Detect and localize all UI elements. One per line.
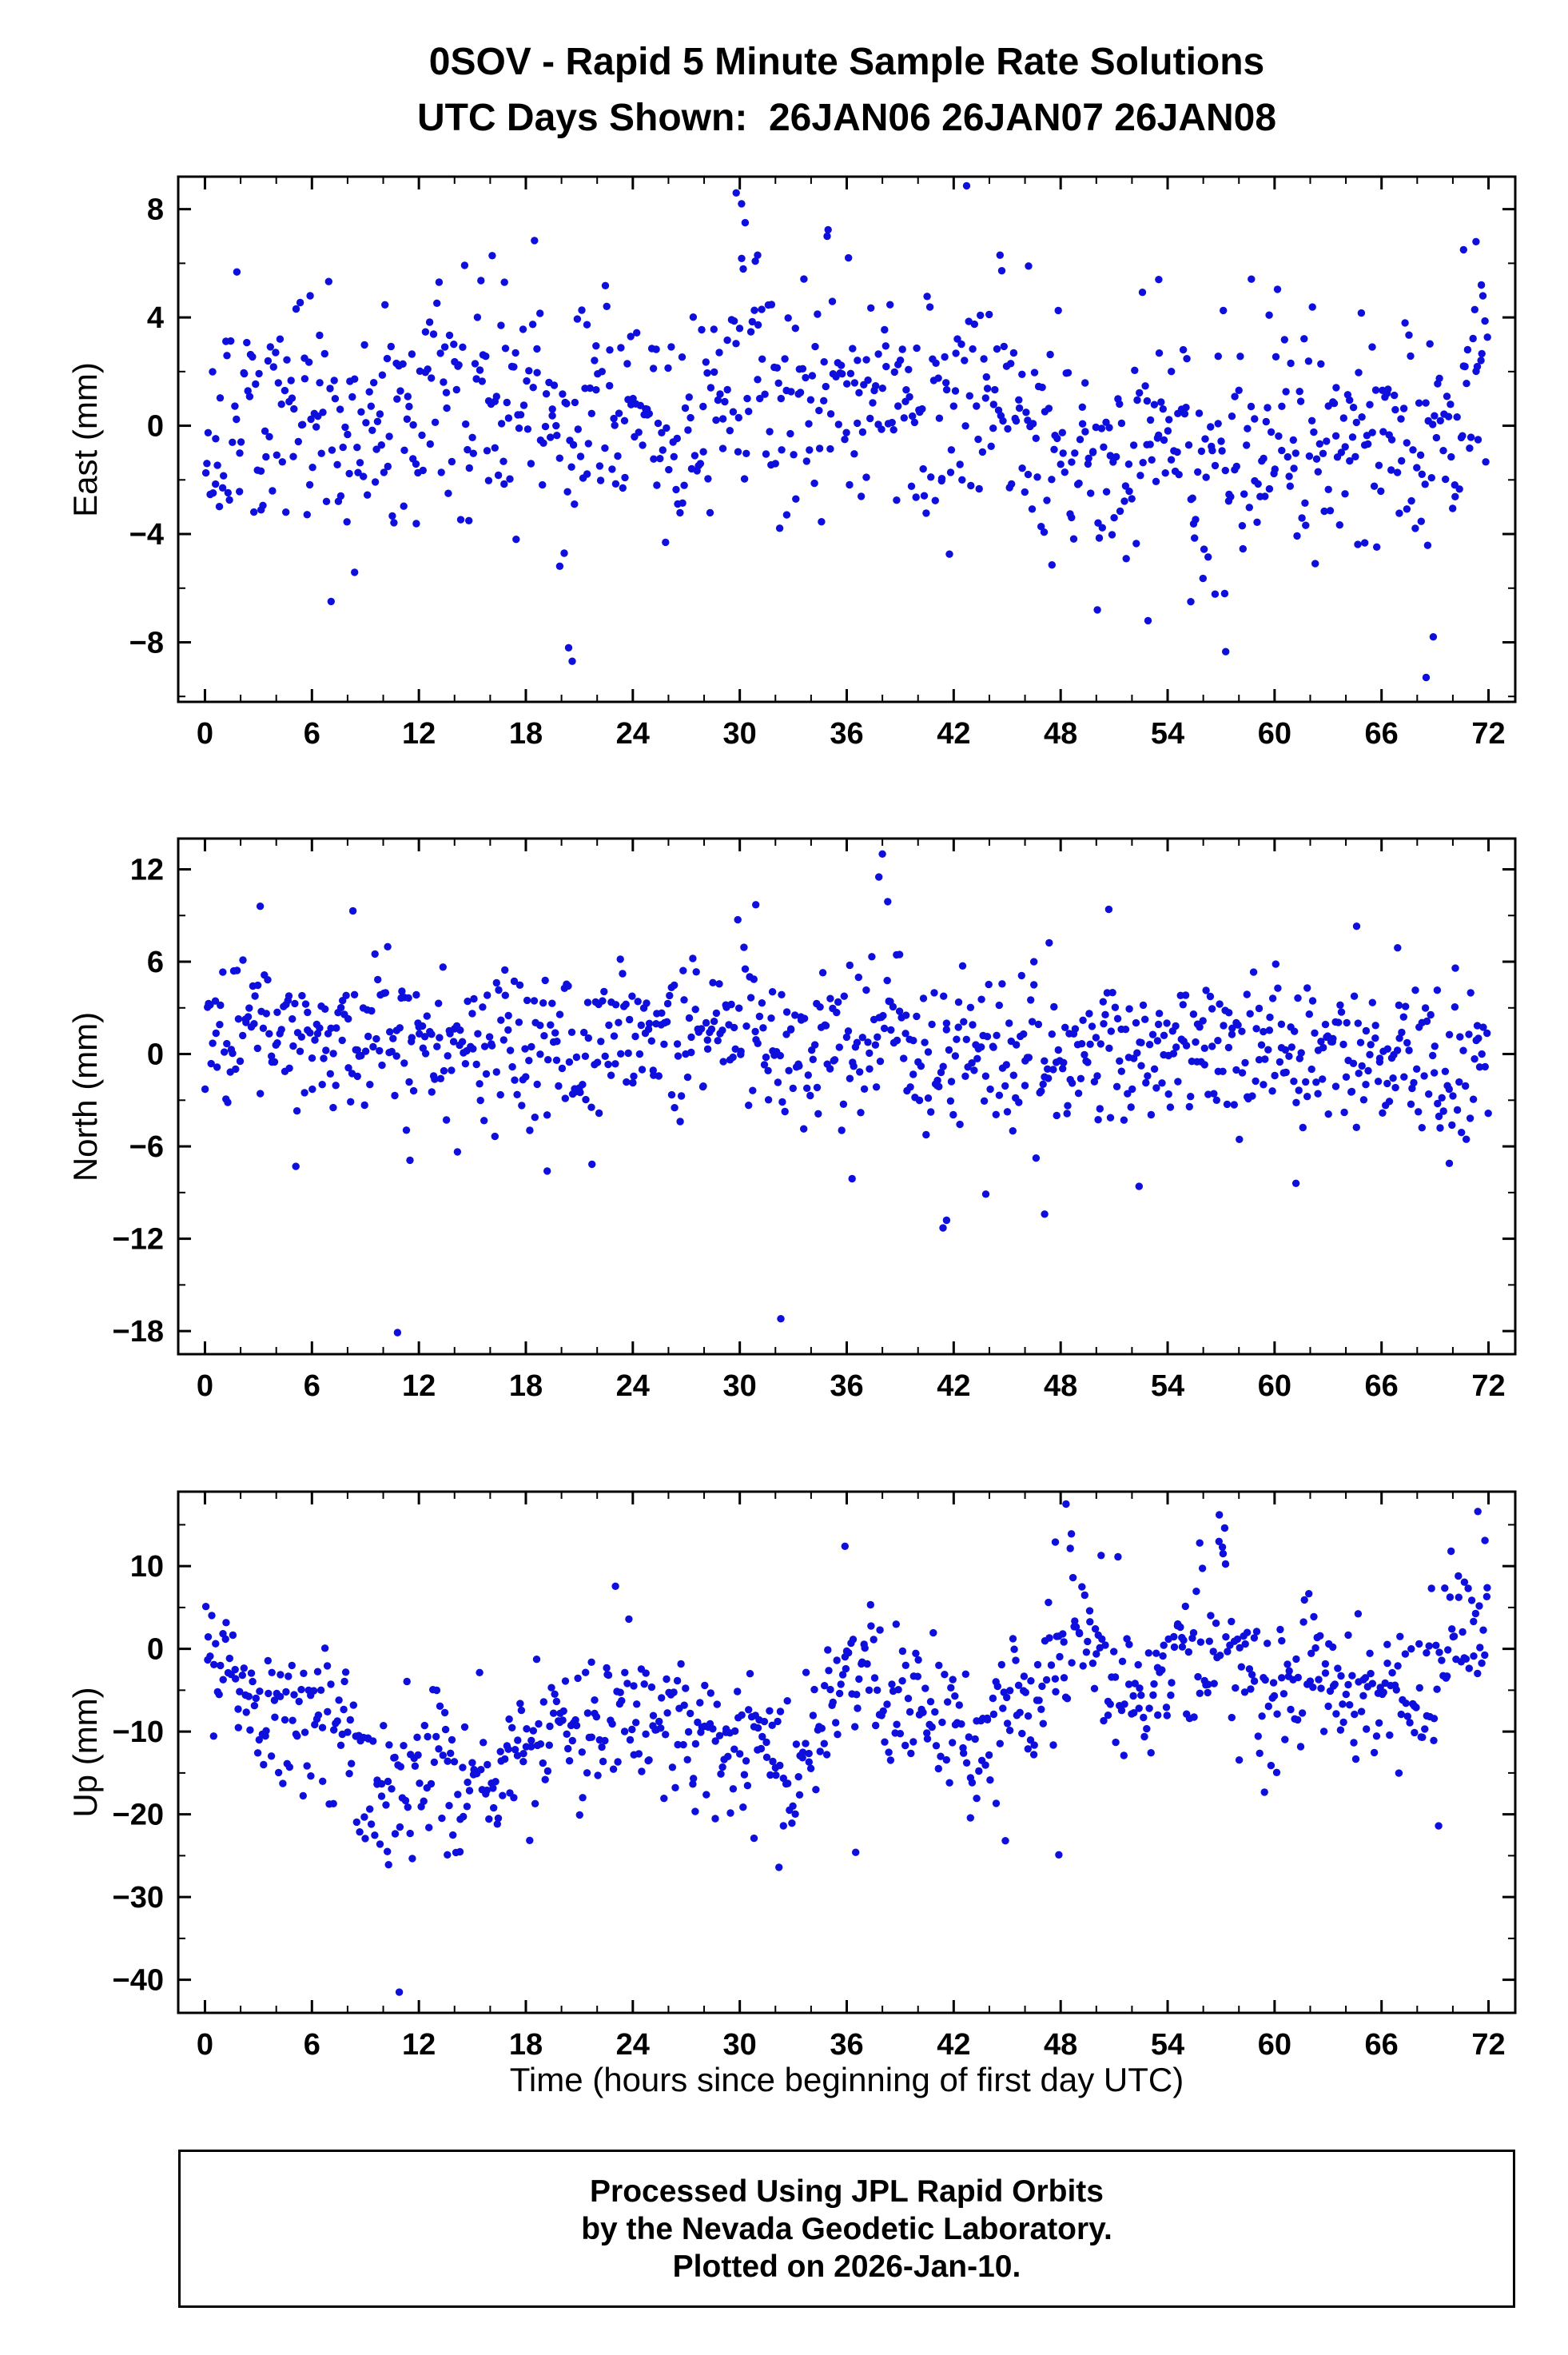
- xaxis-title: Time (hours since beginning of first day…: [509, 2061, 1184, 2098]
- svg-text:54: 54: [1151, 717, 1184, 751]
- svg-text:66: 66: [1365, 717, 1399, 751]
- svg-text:24: 24: [616, 717, 650, 751]
- svg-text:−10: −10: [113, 1715, 164, 1749]
- svg-text:24: 24: [616, 2028, 650, 2062]
- svg-text:30: 30: [723, 717, 757, 751]
- footer-line-1: Processed Using JPL Rapid Orbits: [590, 2174, 1104, 2209]
- svg-text:0: 0: [147, 1633, 164, 1667]
- svg-text:−12: −12: [113, 1223, 164, 1257]
- svg-text:0: 0: [197, 2028, 213, 2062]
- svg-text:72: 72: [1471, 1369, 1505, 1403]
- svg-text:60: 60: [1258, 717, 1291, 751]
- svg-text:42: 42: [937, 2028, 970, 2062]
- svg-text:−40: −40: [113, 1964, 164, 1998]
- svg-text:6: 6: [147, 946, 164, 979]
- svg-text:6: 6: [304, 2028, 320, 2062]
- svg-text:0: 0: [147, 410, 164, 444]
- svg-text:8: 8: [147, 193, 164, 227]
- svg-text:−30: −30: [113, 1881, 164, 1915]
- svg-text:10: 10: [130, 1550, 164, 1584]
- ylabel-north: North (mm): [66, 1011, 104, 1182]
- scatter-points-up: [201, 1500, 1491, 1996]
- svg-text:72: 72: [1471, 2028, 1505, 2062]
- figure-title: 0SOV - Rapid 5 Minute Sample Rate Soluti…: [428, 41, 1265, 83]
- svg-text:−8: −8: [129, 626, 164, 659]
- svg-text:72: 72: [1471, 717, 1505, 751]
- svg-text:60: 60: [1258, 2028, 1291, 2062]
- svg-text:36: 36: [830, 717, 863, 751]
- svg-text:18: 18: [509, 717, 543, 751]
- ylabel-east: East (mm): [66, 362, 104, 517]
- axes-frame-north: 0 6 12 18 24 30 36 42 48 54 60 66 72 −18 −12 −6 0 6 12: [113, 837, 1517, 1403]
- svg-text:42: 42: [937, 717, 970, 751]
- svg-text:6: 6: [304, 717, 320, 751]
- svg-text:12: 12: [402, 717, 436, 751]
- scatter-points-east: [201, 181, 1491, 682]
- svg-text:−18: −18: [113, 1315, 164, 1349]
- svg-text:48: 48: [1044, 1369, 1077, 1403]
- svg-text:60: 60: [1258, 1369, 1291, 1403]
- svg-text:54: 54: [1151, 1369, 1184, 1403]
- svg-text:54: 54: [1151, 2028, 1184, 2062]
- svg-text:0: 0: [197, 717, 213, 751]
- svg-text:18: 18: [509, 1369, 543, 1403]
- axes-frame-up: 0 6 12 18 24 30 36 42 48 54 60 66 72 −40 −30 −20 −10 0 10: [113, 1490, 1517, 2062]
- svg-text:24: 24: [616, 1369, 650, 1403]
- svg-text:−6: −6: [129, 1130, 164, 1164]
- svg-text:−4: −4: [129, 518, 164, 552]
- svg-text:48: 48: [1044, 2028, 1077, 2062]
- svg-text:0: 0: [147, 1038, 164, 1072]
- svg-text:66: 66: [1365, 2028, 1399, 2062]
- svg-text:6: 6: [304, 1369, 320, 1403]
- svg-text:12: 12: [402, 2028, 436, 2062]
- svg-text:36: 36: [830, 1369, 863, 1403]
- svg-text:66: 66: [1365, 1369, 1399, 1403]
- svg-text:12: 12: [402, 1369, 436, 1403]
- footer-line-2: by the Nevada Geodetic Laboratory.: [581, 2211, 1112, 2246]
- svg-text:36: 36: [830, 2028, 863, 2062]
- svg-text:18: 18: [509, 2028, 543, 2062]
- ylabel-up: Up (mm): [66, 1687, 104, 1818]
- footer-box: Processed Using JPL Rapid Orbits by the …: [178, 2150, 1515, 2308]
- scatter-points-north: [201, 850, 1492, 1337]
- svg-text:30: 30: [723, 2028, 757, 2062]
- svg-text:0: 0: [197, 1369, 213, 1403]
- svg-text:4: 4: [147, 301, 164, 335]
- footer-line-3: Plotted on 2026-Jan-10.: [672, 2249, 1021, 2284]
- svg-text:30: 30: [723, 1369, 757, 1403]
- svg-text:42: 42: [937, 1369, 970, 1403]
- svg-text:48: 48: [1044, 717, 1077, 751]
- figure-subtitle: UTC Days Shown: 26JAN06 26JAN07 26JAN08: [416, 97, 1277, 139]
- svg-text:12: 12: [130, 854, 164, 887]
- svg-text:−20: −20: [113, 1799, 164, 1832]
